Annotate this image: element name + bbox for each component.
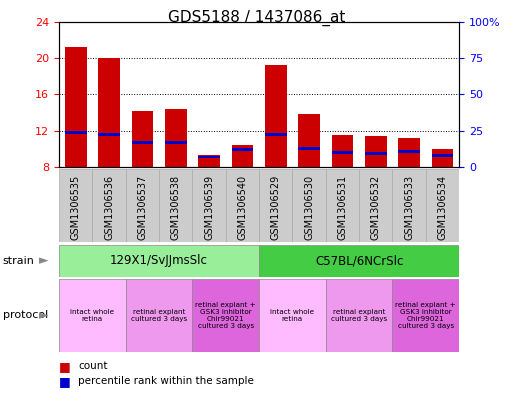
Bar xyxy=(131,111,153,167)
Bar xyxy=(365,136,387,167)
Bar xyxy=(198,156,220,158)
Text: ►: ► xyxy=(39,309,48,322)
Bar xyxy=(198,155,220,167)
Bar xyxy=(298,114,320,167)
Bar xyxy=(331,151,353,154)
Text: GSM1306538: GSM1306538 xyxy=(171,175,181,240)
Bar xyxy=(159,169,192,242)
Bar xyxy=(298,147,320,150)
Text: C57BL/6NCrSlc: C57BL/6NCrSlc xyxy=(315,254,403,268)
Bar xyxy=(431,149,453,167)
Bar xyxy=(131,141,153,144)
Bar xyxy=(231,148,253,151)
Text: retinal explant
cultured 3 days: retinal explant cultured 3 days xyxy=(131,309,187,322)
Bar xyxy=(292,169,326,242)
Text: GSM1306534: GSM1306534 xyxy=(438,175,447,240)
Bar xyxy=(65,47,87,167)
Text: count: count xyxy=(78,361,108,371)
Bar xyxy=(231,145,253,167)
Bar xyxy=(192,169,226,242)
Bar xyxy=(331,135,353,167)
Text: ►: ► xyxy=(39,254,48,268)
Bar xyxy=(259,245,459,277)
Text: percentile rank within the sample: percentile rank within the sample xyxy=(78,376,254,386)
Text: 129X1/SvJJmsSlc: 129X1/SvJJmsSlc xyxy=(110,254,208,268)
Bar xyxy=(59,279,126,352)
Text: strain: strain xyxy=(3,256,34,266)
Bar xyxy=(65,131,87,134)
Bar xyxy=(59,169,92,242)
Bar xyxy=(392,279,459,352)
Bar xyxy=(265,65,287,167)
Text: GDS5188 / 1437086_at: GDS5188 / 1437086_at xyxy=(168,10,345,26)
Bar xyxy=(265,133,287,136)
Text: GSM1306537: GSM1306537 xyxy=(137,175,147,240)
Bar xyxy=(326,279,392,352)
Text: GSM1306540: GSM1306540 xyxy=(238,175,247,240)
Bar xyxy=(431,154,453,157)
Bar xyxy=(98,58,120,167)
Text: protocol: protocol xyxy=(3,310,48,320)
Bar xyxy=(259,279,326,352)
Bar xyxy=(392,169,426,242)
Bar xyxy=(92,169,126,242)
Bar xyxy=(59,245,259,277)
Text: intact whole
retina: intact whole retina xyxy=(70,309,114,322)
Bar xyxy=(326,169,359,242)
Text: GSM1306539: GSM1306539 xyxy=(204,175,214,240)
Bar xyxy=(259,169,292,242)
Bar xyxy=(365,152,387,155)
Text: GSM1306532: GSM1306532 xyxy=(371,175,381,240)
Bar xyxy=(398,150,420,153)
Bar xyxy=(165,109,187,167)
Bar xyxy=(398,138,420,167)
Text: GSM1306535: GSM1306535 xyxy=(71,175,81,240)
Text: GSM1306531: GSM1306531 xyxy=(338,175,347,240)
Bar xyxy=(359,169,392,242)
Bar xyxy=(165,141,187,144)
Bar xyxy=(126,279,192,352)
Text: ■: ■ xyxy=(59,360,71,373)
Bar xyxy=(192,279,259,352)
Bar xyxy=(226,169,259,242)
Text: GSM1306536: GSM1306536 xyxy=(104,175,114,240)
Bar xyxy=(98,133,120,136)
Text: GSM1306533: GSM1306533 xyxy=(404,175,414,240)
Text: GSM1306529: GSM1306529 xyxy=(271,175,281,240)
Text: GSM1306530: GSM1306530 xyxy=(304,175,314,240)
Text: retinal explant +
GSK3 inhibitor
Chir99021
cultured 3 days: retinal explant + GSK3 inhibitor Chir990… xyxy=(195,302,256,329)
Text: ■: ■ xyxy=(59,375,71,388)
Text: retinal explant +
GSK3 inhibitor
Chir99021
cultured 3 days: retinal explant + GSK3 inhibitor Chir990… xyxy=(396,302,456,329)
Text: retinal explant
cultured 3 days: retinal explant cultured 3 days xyxy=(331,309,387,322)
Text: intact whole
retina: intact whole retina xyxy=(270,309,314,322)
Bar xyxy=(126,169,159,242)
Bar xyxy=(426,169,459,242)
